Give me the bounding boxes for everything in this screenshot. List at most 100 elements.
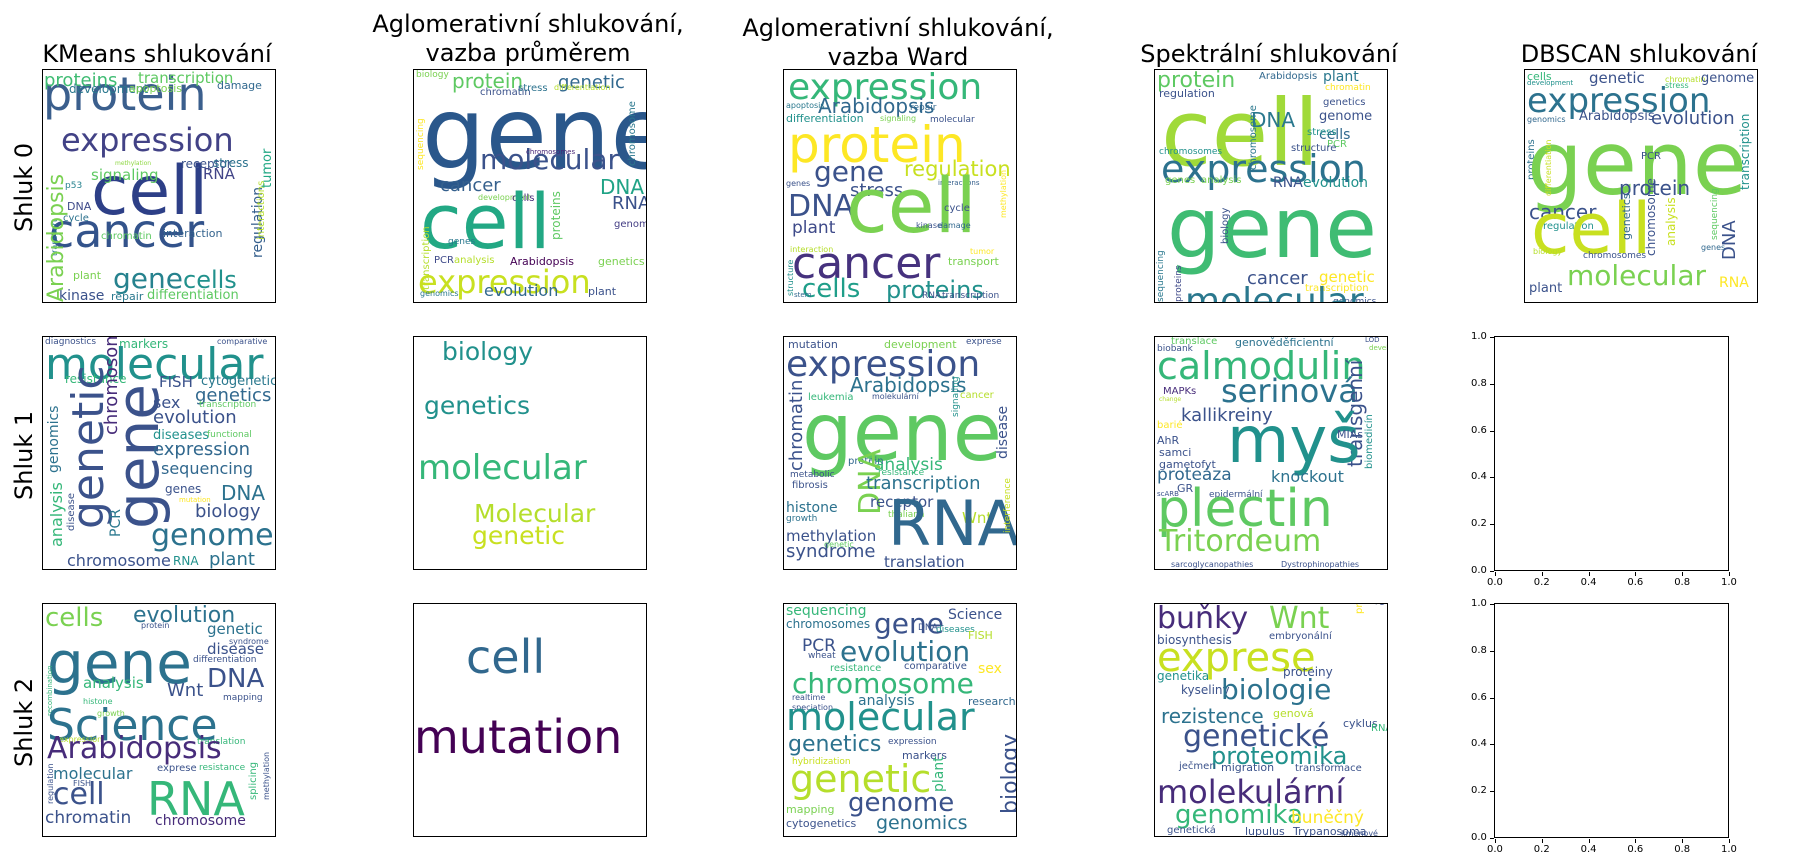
wordcloud-word: chromatin <box>480 87 531 98</box>
wordcloud-word: transcription <box>942 291 1000 301</box>
wordcloud-word: diseases <box>153 428 210 443</box>
wordcloud-word: RNA <box>147 772 245 826</box>
wordcloud-word: proteins <box>886 276 984 303</box>
wordcloud-word: DNA <box>221 481 266 505</box>
wordcloud-word: scARB <box>1157 490 1179 498</box>
wordcloud-word: disease <box>66 493 77 531</box>
wordcloud-word: GR <box>1177 482 1194 495</box>
wordcloud-word: mutation <box>179 496 211 504</box>
wordcloud-word: genes <box>448 237 476 247</box>
wordcloud-word: embryonální <box>1269 631 1332 642</box>
wordcloud-word: interaction <box>790 245 834 254</box>
wordcloud-word: expression <box>59 735 103 744</box>
wordcloud-word: cells <box>45 603 104 633</box>
wordcloud-word: PCR <box>1641 151 1661 162</box>
wordcloud-word: genes <box>165 482 202 496</box>
wordcloud-word: Science <box>47 700 218 751</box>
wordcloud-word: diseases <box>936 625 975 635</box>
wordcloud-word: genetic <box>472 521 565 550</box>
wordcloud-r0c2: expression Arabidopsis apoptosis repair diff… <box>783 69 1017 303</box>
x-tick-mark <box>1541 572 1543 576</box>
wordcloud-word: molecular <box>45 339 264 390</box>
wordcloud-word: genes <box>1701 243 1726 252</box>
wordcloud-word: stress <box>1665 81 1689 90</box>
wordcloud-word: RNA <box>203 165 235 183</box>
wordcloud-word: AhR <box>1157 434 1180 447</box>
wordcloud-word: methylation <box>786 527 877 545</box>
wordcloud-word: mutation <box>788 338 838 351</box>
wordcloud-word: proteiny <box>1283 665 1333 679</box>
wordcloud-word: repair <box>111 290 144 303</box>
wordcloud-word: analysis <box>83 674 144 692</box>
wordcloud-word: growth <box>786 514 818 524</box>
wordcloud-word: development <box>1527 79 1574 87</box>
wordcloud-word: transcription <box>1738 113 1752 190</box>
wordcloud-word: Arabidopsis <box>818 94 935 118</box>
wordcloud-word: expression <box>418 263 591 301</box>
wordcloud-word: evolution <box>153 407 237 428</box>
wordcloud-word: expression <box>788 69 983 108</box>
y-tick-mark <box>1490 697 1494 699</box>
wordcloud-word: kyseliny <box>1181 683 1230 697</box>
wordcloud-r1c0: diagnostics markers comparative molecular re… <box>42 336 276 570</box>
wordcloud-word: signaling <box>951 376 961 417</box>
wordcloud-word: damage <box>938 221 971 230</box>
wordcloud-word: thaliana <box>888 510 925 520</box>
wordcloud-word: disease <box>995 405 1011 459</box>
wordcloud-word: splicing <box>248 761 259 800</box>
wordcloud-word: Arabidopsis <box>850 373 967 397</box>
x-tick-label: 1.0 <box>1721 577 1737 588</box>
wordcloud-word: exprese <box>966 337 1002 347</box>
wordcloud-word: regulation <box>1159 87 1215 100</box>
empty-axes-r2-c4: 0.0 0.0 0.2 0.2 0.4 0.4 0.6 0.6 0.8 0.8 1.0 1.0 <box>1471 598 1737 855</box>
wordcloud-word: genome <box>614 219 646 230</box>
wordcloud-word: protein <box>452 69 524 93</box>
row-label-cluster-1: Shluk 1 <box>10 410 38 500</box>
y-tick-label: 0.4 <box>1471 738 1487 750</box>
wordcloud-word: PCR <box>1327 139 1347 150</box>
wordcloud-r1c2: mutation development exprese expression Arab… <box>783 336 1017 570</box>
wordcloud-word: chromosomes <box>1583 251 1647 261</box>
wordcloud-word: biology <box>998 733 1017 814</box>
wordcloud-word: realtime <box>792 693 826 702</box>
wordcloud-word: genomics <box>876 812 968 834</box>
wordcloud-word: cells <box>183 266 237 294</box>
wordcloud-word: genomika <box>1175 800 1303 830</box>
wordcloud-word: genomics <box>46 405 62 473</box>
wordcloud-word: research <box>968 695 1016 708</box>
wordcloud-word: Arabidopsis <box>47 731 222 766</box>
wordcloud-word: DNA <box>918 623 938 633</box>
y-tick-mark <box>1490 650 1494 652</box>
wordcloud-word: genověděficientní <box>1235 336 1334 349</box>
wordcloud-word: Tritordeum <box>1159 524 1322 559</box>
wordcloud-word: damage <box>217 79 262 92</box>
wordcloud-word: protein <box>848 456 884 467</box>
wordcloud-word: comparative <box>217 337 268 346</box>
wordcloud-word: development <box>478 193 531 202</box>
wordcloud-word: kinase <box>59 288 105 303</box>
wordcloud-r1c1: biology genetics molecular Molecular genetic <box>413 336 647 570</box>
wordcloud-word: chromosomes <box>526 148 576 156</box>
wordcloud-word: sex <box>153 393 181 412</box>
column-title-spectral: Spektrální shlukování <box>1140 40 1398 68</box>
wordcloud-word: gene <box>802 386 1002 479</box>
wordcloud-word: plant <box>931 756 947 792</box>
wordcloud-word: genomics <box>1333 297 1377 303</box>
wordcloud-word: genes <box>1165 175 1196 186</box>
wordcloud-word: apoptosis <box>786 101 825 110</box>
wordcloud-word: RNA <box>1371 723 1387 734</box>
wordcloud-word: development <box>884 338 957 351</box>
wordcloud-word: stress <box>1307 127 1337 138</box>
x-tick-mark <box>1541 839 1543 843</box>
wordcloud-word: diagnostics <box>45 337 97 347</box>
wordcloud-word: RNA <box>173 554 199 568</box>
wordcloud-word: Wnt <box>1269 603 1330 636</box>
wordcloud-word: mapping <box>223 693 263 703</box>
row-label-cluster-2: Shluk 2 <box>10 677 38 767</box>
wordcloud-word: growth <box>97 709 125 718</box>
wordcloud-word: biology <box>1533 247 1563 256</box>
wordcloud-word: regulation <box>904 157 1011 181</box>
wordcloud-word: transcription <box>866 473 981 494</box>
y-tick-label: 0.8 <box>1471 377 1487 389</box>
wordcloud-word: cancer <box>1247 268 1308 289</box>
